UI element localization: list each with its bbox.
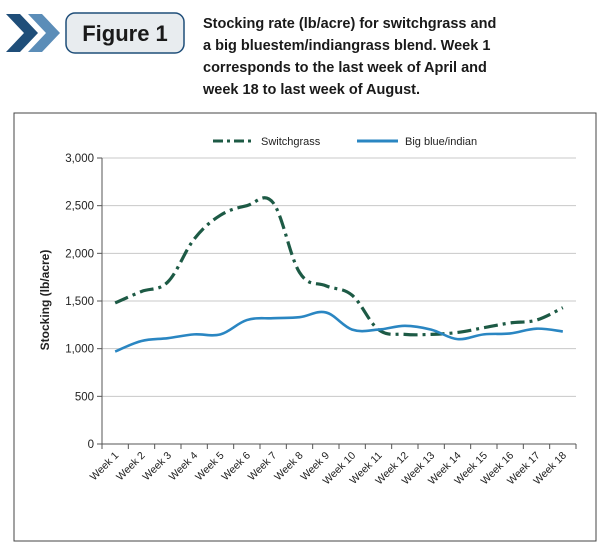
series-line-big-blue-indian [114, 310, 563, 353]
y-axis-title: Stocking (lb/acre) [38, 250, 52, 351]
caption-line-4: week 18 to last week of August. [202, 82, 420, 98]
caption-line-2: a big bluestem/indiangrass blend. Week 1 [203, 38, 490, 54]
figure-badge: Figure 1 [6, 12, 185, 54]
figure-badge-box [65, 12, 185, 54]
y-tick-labels: 0 500 1,000 1,500 2,000 2,500 3,000 [65, 153, 94, 451]
legend-label-big-blue-indian: Big blue/indian [405, 136, 477, 148]
y-tick-label: 3,000 [65, 153, 94, 165]
y-tick-label: 2,500 [65, 201, 94, 213]
y-tick-label: 2,000 [65, 248, 94, 260]
y-tick-label: 0 [88, 439, 94, 451]
chevron-dark-icon [6, 14, 38, 52]
figure-label: Figure 1 [82, 21, 168, 46]
y-tick-label: 1,500 [65, 296, 94, 308]
figure-caption: Stocking rate (lb/acre) for switchgrass … [202, 16, 496, 98]
caption-line-1: Stocking rate (lb/acre) for switchgrass … [203, 16, 496, 32]
y-tick-label: 500 [75, 391, 94, 403]
gridlines [102, 157, 576, 397]
series-line-switchgrass [114, 196, 564, 337]
chevron-light-icon [28, 14, 60, 52]
chart-frame [13, 112, 597, 542]
axes [97, 157, 577, 449]
caption-line-3: corresponds to the last week of April an… [203, 60, 487, 76]
legend: Switchgrass Big blue/indian [213, 136, 477, 148]
y-tick-label: 1,000 [65, 344, 94, 356]
legend-label-switchgrass: Switchgrass [261, 136, 321, 148]
series-lines [114, 196, 564, 353]
